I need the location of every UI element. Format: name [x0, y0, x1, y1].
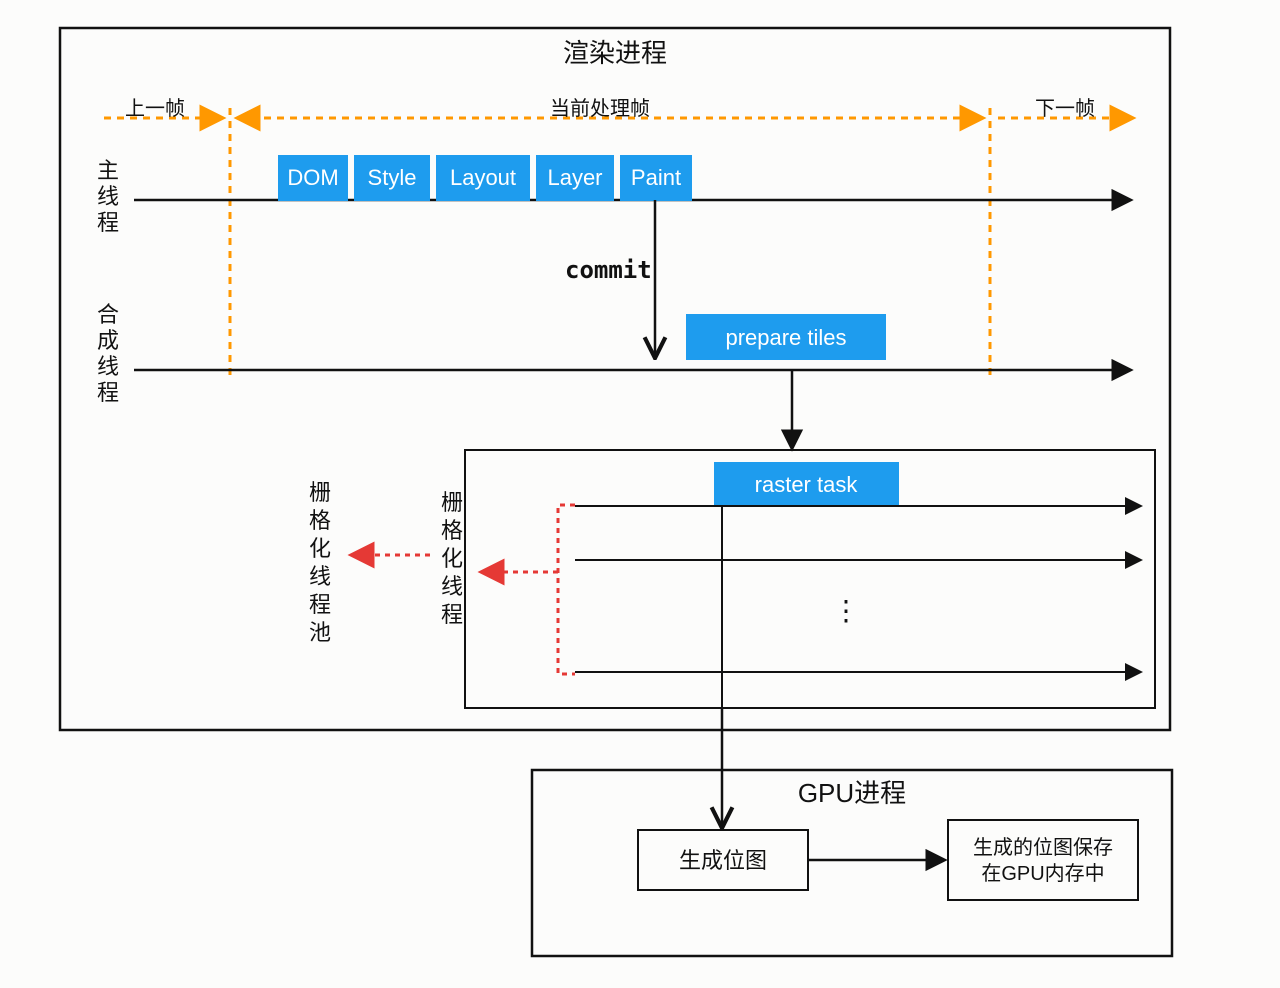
raster-bracket — [558, 505, 575, 674]
thread-label-group-char: 栅 — [441, 490, 463, 515]
pool-label-group-char: 线 — [309, 564, 331, 589]
store-bitmap-box — [948, 820, 1138, 900]
raster-thread-label: 栅格化线程 — [441, 490, 463, 627]
compositor-label-2: 成 — [97, 328, 119, 353]
thread-label-group-char: 线 — [441, 574, 463, 599]
prepare-tiles-label: prepare tiles — [725, 325, 846, 350]
gen-bitmap-label: 生成位图 — [679, 848, 767, 873]
raster-red-annotations — [352, 505, 575, 674]
compositor-label-1: 合 — [97, 302, 119, 327]
next-frame-label: 下一帧 — [1035, 97, 1095, 120]
pool-label-group-char: 化 — [309, 536, 331, 561]
main-stage-label: Layout — [450, 165, 516, 190]
raster-pool-label: 栅格化线程池 — [309, 480, 331, 645]
raster-pool: raster task ⋮ — [465, 450, 1155, 708]
raster-ellipsis: ⋮ — [832, 595, 860, 626]
gpu-process: GPU进程 生成位图 生成的位图保存 在GPU内存中 — [532, 770, 1172, 956]
main-stage-label: Layer — [547, 165, 602, 190]
main-stage-label: Paint — [631, 165, 681, 190]
compositor-label-4: 程 — [97, 380, 119, 405]
raster-task-label: raster task — [755, 472, 859, 497]
main-thread-label-1: 主 — [97, 158, 119, 183]
main-thread-label-3: 程 — [97, 210, 119, 235]
thread-label-group-char: 化 — [441, 546, 463, 571]
pool-label-group-char: 程 — [309, 592, 331, 617]
frame-timeline: 上一帧 当前处理帧 下一帧 — [104, 97, 1132, 375]
pool-label-group-char: 格 — [309, 508, 331, 533]
commit-arrow: commit — [565, 200, 655, 356]
main-thread: 主 线 程 DOM Style Layout Layer Paint — [97, 155, 1130, 235]
pool-label-group-char: 池 — [309, 620, 331, 645]
gpu-process-title: GPU进程 — [798, 778, 906, 808]
store-bitmap-line1: 生成的位图保存 — [973, 836, 1113, 859]
render-process-box — [60, 28, 1170, 730]
compositor-thread: 合 成 线 程 prepare tiles — [97, 302, 1130, 405]
thread-label-group-char: 格 — [441, 518, 463, 543]
compositor-label-3: 线 — [97, 354, 119, 379]
main-thread-label-2: 线 — [97, 184, 119, 209]
current-frame-label: 当前处理帧 — [550, 97, 650, 120]
thread-label-group-char: 程 — [441, 602, 463, 627]
store-bitmap-line2: 在GPU内存中 — [981, 862, 1104, 885]
main-stage-label: Style — [368, 165, 417, 190]
commit-label: commit — [565, 256, 652, 284]
render-process-title: 渲染进程 — [563, 38, 667, 68]
main-stage-label: DOM — [287, 165, 338, 190]
pool-label-group-char: 栅 — [309, 480, 331, 505]
prev-frame-label: 上一帧 — [125, 97, 185, 120]
diagram-root: 渲染进程 上一帧 当前处理帧 下一帧 主 线 程 DOM Style Layout L… — [0, 0, 1280, 988]
